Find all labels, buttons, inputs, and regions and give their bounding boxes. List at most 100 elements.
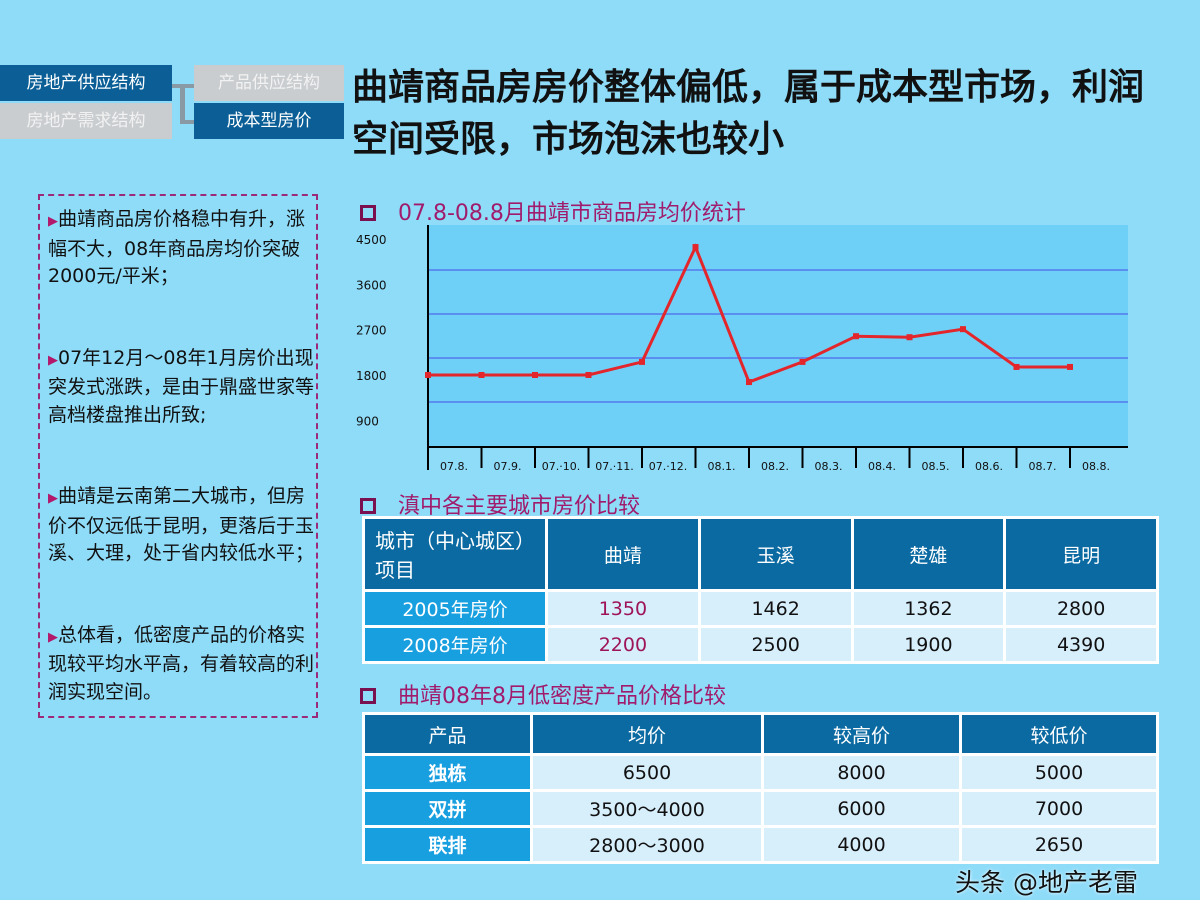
section-title: 曲靖08年8月低密度产品价格比较 (398, 684, 726, 709)
header-cell: 较低价 (962, 715, 1156, 753)
data-point (960, 326, 966, 333)
bullet-arrow-icon: ▶ (48, 629, 58, 645)
cell: 2650 (962, 828, 1156, 861)
section-low-density-heading: 曲靖08年8月低密度产品价格比较 (360, 678, 726, 710)
cell: 2200 (548, 628, 698, 661)
x-tick-label: 08.6. (975, 460, 1003, 473)
price-line-chart: 4500 3600 2700 1800 900 07.8. 07.9. 07.·10. 07.·… (356, 225, 1128, 473)
x-tick-label: 08.7. (1029, 460, 1057, 473)
x-tick-label: 08.1. (708, 460, 736, 473)
header-cell: 较高价 (764, 715, 959, 753)
bullet-arrow-icon: ▶ (48, 491, 58, 506)
cell: 6000 (764, 792, 959, 825)
nav-cost-price[interactable]: 成本型房价 (194, 103, 344, 139)
y-tick-label: 4500 (356, 233, 387, 247)
header-cell: 曲靖 (548, 519, 698, 589)
data-point (692, 244, 699, 251)
connector (180, 84, 185, 124)
table-header-row: 城市（中心城区）项目 曲靖 玉溪 楚雄 昆明 (365, 519, 1156, 589)
data-point (425, 372, 431, 378)
header-cell: 城市（中心城区）项目 (365, 519, 545, 589)
nav-supply-structure[interactable]: 房地产供应结构 (0, 65, 172, 101)
table-row: 双拼 3500～4000 6000 7000 (365, 792, 1156, 825)
note-text: 总体看，低密度产品的价格实现较平均水平高，有着较高的利润实现空间。 (48, 623, 315, 703)
cell: 2500 (700, 628, 851, 661)
header-cell: 均价 (533, 715, 761, 753)
note-text: 07年12月～08年1月房价出现突发式涨跌，是由于鼎盛世家等高档楼盘推出所致; (48, 346, 315, 426)
section-title: 07.8-08.8月曲靖市商品房均价统计 (398, 201, 746, 226)
row-label: 双拼 (365, 792, 530, 825)
row-label: 2008年房价 (365, 628, 545, 661)
data-point (1067, 363, 1073, 370)
page-title: 曲靖商品房房价整体偏低，属于成本型市场，利润空间受限，市场泡沫也较小 (352, 67, 1145, 160)
table-row: 2008年房价 2200 2500 1900 4390 (365, 628, 1156, 661)
connector (180, 84, 194, 88)
cell: 3500～4000 (533, 792, 761, 825)
data-point (639, 358, 645, 365)
y-tick-label: 1800 (356, 369, 387, 383)
x-tick-label: 07.9. (494, 460, 522, 473)
note-item: ▶曲靖商品房价格稳中有升，涨幅不大，08年商品房均价突破2000元/平米； (48, 206, 316, 291)
x-tick-label: 08.3. (815, 460, 843, 473)
bullet-arrow-icon: ▶ (48, 352, 58, 368)
cell: 8000 (764, 756, 959, 789)
x-tick-label: 08.4. (868, 460, 896, 473)
x-tick-label: 08.8. (1082, 460, 1110, 473)
header-cell: 昆明 (1006, 519, 1156, 589)
plot-area (428, 225, 1128, 447)
note-item: ▶曲靖是云南第二大城市，但房价不仅远低于昆明，更落后于玉溪、大理，处于省内较低水… (48, 483, 316, 568)
section-title: 滇中各主要城市房价比较 (398, 494, 641, 519)
cell: 4000 (764, 828, 959, 861)
cell: 1362 (853, 592, 1004, 625)
connector (180, 120, 194, 124)
cell: 1350 (548, 592, 698, 625)
section-chart-heading: 07.8-08.8月曲靖市商品房均价统计 (360, 195, 746, 227)
table-row: 独栋 6500 8000 5000 (365, 756, 1156, 789)
x-tick-label: 07.8. (440, 460, 468, 473)
connector (172, 84, 182, 88)
header-cell: 玉溪 (700, 519, 851, 589)
bullet-arrow-icon: ▶ (48, 214, 58, 229)
data-point (853, 333, 859, 340)
x-tick-label: 07.·10. (542, 460, 580, 473)
city-price-table: 城市（中心城区）项目 曲靖 玉溪 楚雄 昆明 2005年房价 1350 1462… (362, 516, 1159, 664)
table-row: 2005年房价 1350 1462 1362 2800 (365, 592, 1156, 625)
y-tick-label: 3600 (356, 278, 387, 292)
data-point (532, 372, 538, 378)
square-bullet-icon (360, 498, 376, 514)
y-tick-label: 2700 (356, 324, 387, 338)
square-bullet-icon (360, 688, 376, 704)
row-label: 联排 (365, 828, 530, 861)
data-point (906, 334, 913, 341)
header-cell: 楚雄 (853, 519, 1004, 589)
cell: 2800 (1006, 592, 1156, 625)
x-tick-label: 07.·11. (595, 460, 633, 473)
x-tick-label: 08.2. (761, 460, 789, 473)
cell: 4390 (1006, 628, 1156, 661)
data-point (746, 379, 752, 386)
note-text: 曲靖是云南第二大城市，但房价不仅远低于昆明，更落后于玉溪、大理，处于省内较低水平… (48, 485, 315, 564)
nav-demand-structure[interactable]: 房地产需求结构 (0, 103, 172, 139)
cell: 1462 (700, 592, 851, 625)
row-label: 独栋 (365, 756, 530, 789)
data-point (478, 372, 485, 378)
square-bullet-icon (360, 205, 376, 221)
note-item: ▶总体看，低密度产品的价格实现较平均水平高，有着较高的利润实现空间。 (48, 622, 316, 707)
data-point (1013, 363, 1020, 370)
table-header-row: 产品 均价 较高价 较低价 (365, 715, 1156, 753)
nav-product-supply[interactable]: 产品供应结构 (194, 65, 344, 101)
y-tick-label: 900 (356, 414, 379, 428)
cell: 5000 (962, 756, 1156, 789)
data-point (799, 358, 806, 365)
cell: 1900 (853, 628, 1004, 661)
cell: 2800～3000 (533, 828, 761, 861)
note-text: 曲靖商品房价格稳中有升，涨幅不大，08年商品房均价突破2000元/平米； (48, 208, 306, 287)
header-cell: 产品 (365, 715, 530, 753)
section-city-heading: 滇中各主要城市房价比较 (360, 488, 640, 520)
note-item: ▶07年12月～08年1月房价出现突发式涨跌，是由于鼎盛世家等高档楼盘推出所致; (48, 345, 316, 430)
product-price-table: 产品 均价 较高价 较低价 独栋 6500 8000 5000 双拼 3500～… (362, 712, 1159, 864)
table-row: 联排 2800～3000 4000 2650 (365, 828, 1156, 861)
notes-box: ▶曲靖商品房价格稳中有升，涨幅不大，08年商品房均价突破2000元/平米； ▶0… (38, 194, 318, 718)
watermark: 头条 @地产老雷 (955, 868, 1138, 897)
row-label: 2005年房价 (365, 592, 545, 625)
